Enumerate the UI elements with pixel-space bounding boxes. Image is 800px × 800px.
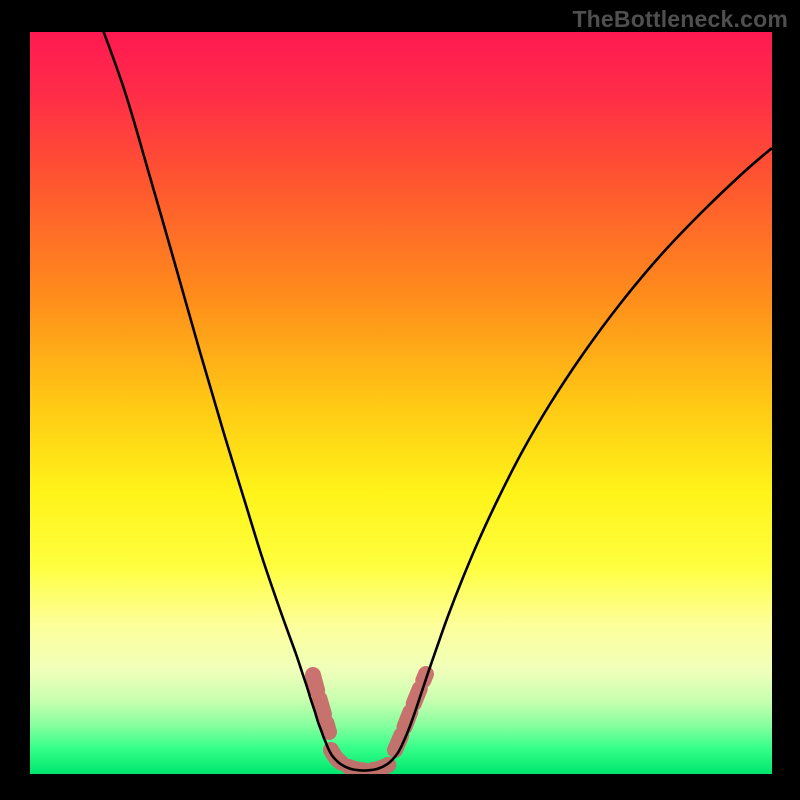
frame: TheBottleneck.com xyxy=(0,0,800,800)
overlay-stroke-segment xyxy=(313,675,329,732)
main-curve xyxy=(100,32,772,771)
watermark-text: TheBottleneck.com xyxy=(572,6,788,33)
plot-area xyxy=(30,32,772,774)
overlay-stroke-segment xyxy=(331,750,395,771)
overlay-stroke-segment xyxy=(395,674,426,750)
curve-layer xyxy=(30,32,772,774)
